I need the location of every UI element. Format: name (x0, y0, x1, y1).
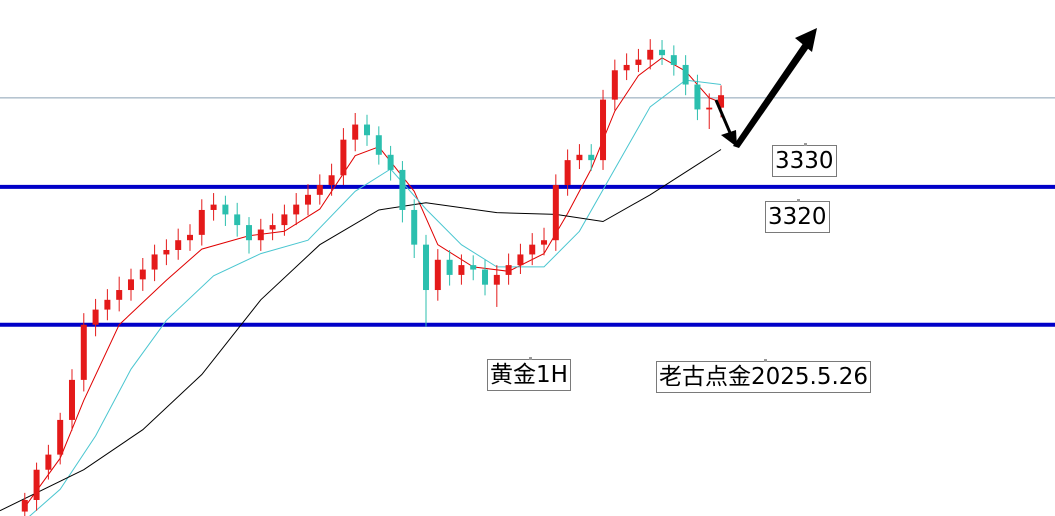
candle-body (694, 84, 701, 110)
candle-body (647, 49, 654, 60)
candle-body (493, 274, 500, 285)
candle-body (245, 225, 252, 241)
candle-body (305, 194, 312, 205)
candle-body (340, 139, 347, 176)
candle-body (706, 107, 713, 110)
annotation: 老古点金2025.5.26 (656, 359, 872, 393)
candle-body (541, 240, 548, 245)
moving-average (24, 57, 722, 508)
candle-body (186, 234, 193, 241)
candle-body (80, 324, 87, 380)
candle-body (68, 379, 75, 420)
candle-body (446, 259, 453, 275)
candle-body (45, 454, 52, 470)
candle-body (387, 154, 394, 170)
candle-body (482, 269, 489, 285)
candle-body (659, 49, 666, 56)
candle-body (234, 214, 241, 226)
candle-body (198, 209, 205, 235)
candle-body (364, 124, 371, 136)
candle-body (682, 64, 689, 85)
candle-body (600, 99, 607, 161)
candle-body (257, 229, 264, 241)
candle-body (529, 244, 536, 255)
moving-average (0, 149, 722, 512)
arrow-head (721, 130, 737, 147)
plot-area (0, 39, 1055, 516)
candle-body (458, 265, 465, 275)
candle-body (352, 124, 359, 140)
candle-body (588, 154, 595, 161)
candle-body (92, 309, 99, 325)
candle-body (281, 214, 288, 226)
annotation: 黄金1H (487, 357, 571, 391)
candle-body (293, 204, 300, 215)
candle-body (434, 259, 441, 291)
candle-body (57, 419, 64, 455)
candle-body (576, 154, 583, 161)
arrows (714, 28, 817, 148)
candle-body (470, 265, 477, 270)
annotation: 3330 (772, 143, 837, 177)
candle-body (505, 265, 512, 275)
candle-body (116, 290, 123, 300)
candle-body (552, 185, 559, 241)
candle-body (423, 244, 430, 291)
candle-body (718, 95, 725, 108)
candle-body (316, 185, 323, 195)
candle-body (623, 64, 630, 71)
moving-average (29, 79, 722, 516)
candle-body (210, 204, 217, 210)
candle-body (670, 55, 677, 65)
candle-body (564, 160, 571, 186)
candle-body (399, 169, 406, 210)
candle-body (175, 240, 182, 250)
candle-body (269, 225, 276, 230)
candle-body (517, 254, 524, 266)
candle-body (127, 279, 134, 291)
arrow-head (795, 28, 817, 52)
candle-body (33, 469, 40, 500)
candle-body (635, 59, 642, 65)
candle-body (222, 204, 229, 215)
candle-body (151, 254, 158, 270)
candle-body (375, 135, 382, 155)
candle-body (411, 209, 418, 245)
candle-body (104, 299, 111, 310)
candle-body (328, 175, 335, 186)
annotation: 3320 (765, 199, 830, 233)
candle-body (139, 269, 146, 280)
candle-body (611, 70, 618, 100)
candle-body (21, 499, 28, 512)
arrow-up (733, 42, 810, 148)
candle-body (163, 249, 170, 255)
